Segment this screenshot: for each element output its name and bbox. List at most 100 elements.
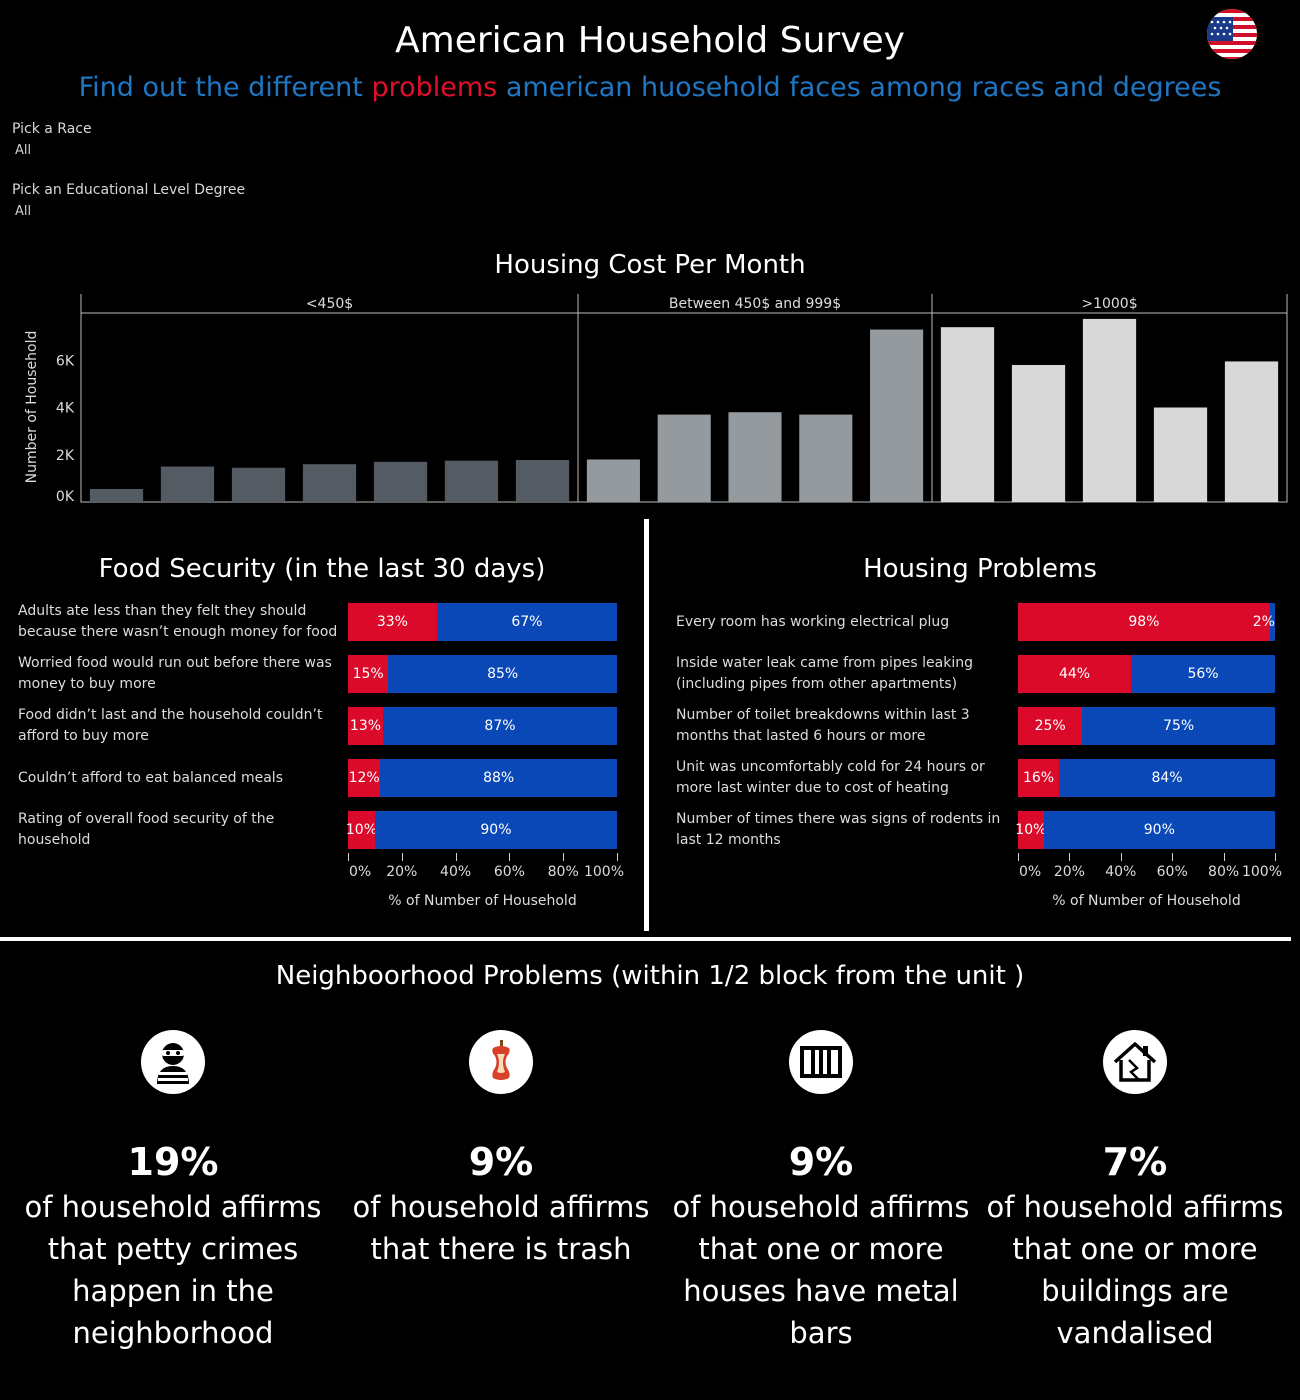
no-segment: 2% — [1253, 603, 1275, 641]
no-segment: 67% — [436, 603, 617, 641]
apple-core-trash-icon — [469, 1030, 533, 1094]
food-security-row-label: Adults ate less than they felt they shou… — [18, 603, 338, 640]
housing-problems-stacked-bar: 44% 56% — [1018, 655, 1275, 693]
food-security-stacked-bar: 13% 87% — [348, 707, 617, 745]
housing-problems-row-label: Unit was uncomfortably cold for 24 hours… — [676, 759, 985, 796]
yes-segment: 44% — [1018, 655, 1132, 693]
food-security-x-tick-mark — [401, 853, 403, 861]
housing-problems-x-tick-label: 20% — [1053, 864, 1085, 880]
food-security-row-label: Rating of overall food security of the h… — [18, 811, 275, 848]
page-subtitle: Find out the different problems american… — [0, 72, 1300, 103]
burglar-icon — [141, 1030, 205, 1094]
bar — [1011, 364, 1066, 502]
housing-problems-row-label: Number of times there was signs of roden… — [676, 811, 1001, 848]
yes-segment: 15% — [348, 655, 389, 693]
no-segment: 84% — [1059, 759, 1275, 797]
bar — [89, 489, 144, 502]
housing-problems-x-tick-mark — [1275, 853, 1276, 861]
bars-description: of household affirms that one or more ho… — [672, 1190, 970, 1350]
bar — [160, 466, 215, 502]
y-tick-label: 4K — [56, 401, 75, 417]
bar — [728, 412, 782, 502]
food-security-x-tick-label: 80% — [547, 864, 579, 880]
trash-percentage: 9% — [468, 1140, 534, 1184]
housing-cost-title: Housing Cost Per Month — [494, 250, 806, 280]
food-security-stacked-bar: 15% 85% — [348, 655, 617, 693]
food-security-x-tick-mark — [563, 853, 565, 861]
housing-problems-x-tick-mark — [1069, 853, 1071, 861]
panel-header-label: <450$ — [306, 296, 353, 312]
food-security-x-tick-label: 100% — [583, 864, 625, 880]
bar — [1153, 407, 1208, 502]
crime-percentage: 19% — [127, 1140, 219, 1184]
housing-problems-stacked-bar: 98%2% — [1018, 603, 1275, 641]
housing-problems-x-tick-label: 80% — [1208, 864, 1240, 880]
subtitle-part1: Find out the different — [78, 72, 372, 103]
housing-problems-x-tick-mark — [1172, 853, 1174, 861]
panel-header-label: Between 450$ and 999$ — [669, 296, 841, 312]
section-divider-horizontal — [0, 937, 1291, 941]
housing-problems-x-tick-mark — [1120, 853, 1122, 861]
vandalised-house-icon — [1103, 1030, 1167, 1094]
no-segment: 90% — [1043, 811, 1275, 849]
housing-problems-title: Housing Problems — [863, 554, 1097, 584]
no-segment: 87% — [382, 707, 617, 745]
food-security-x-tick-mark — [455, 853, 457, 861]
yes-segment: 33% — [348, 603, 437, 641]
yes-segment: 10% — [346, 811, 377, 849]
race-filter-dropdown[interactable]: All — [15, 143, 32, 158]
neighborhood-title: Neighboorhood Problems (within 1/2 block… — [275, 961, 1025, 991]
food-security-stacked-bar: 12% 88% — [348, 759, 617, 797]
food-security-x-tick-label: 40% — [440, 864, 472, 880]
housing-problems-row-label: Number of toilet breakdowns within last … — [676, 707, 970, 744]
food-security-x-axis-title: % of Number of Household — [388, 893, 577, 909]
neighborhood-item-trash: 9% of household affirms that there is tr… — [346, 1030, 656, 1270]
housing-problems-x-tick-label: 100% — [1241, 864, 1283, 880]
neighborhood-item-vandalism: 7% of household affirms that one or more… — [980, 1030, 1290, 1354]
bar — [799, 414, 853, 502]
bar — [1224, 361, 1279, 502]
yes-segment: 12% — [348, 759, 381, 797]
race-filter-label: Pick a Race — [12, 121, 92, 137]
housing-problems-stacked-bar: 25% 75% — [1018, 707, 1275, 745]
bar — [870, 329, 924, 502]
food-security-stacked-bar: 10% 90% — [346, 811, 617, 849]
no-segment: 85% — [388, 655, 617, 693]
page-title: American Household Survey — [395, 20, 905, 61]
no-segment: 88% — [380, 759, 617, 797]
yes-segment: 10% — [1015, 811, 1046, 849]
neighborhood-item-bars: 9% of household affirms that one or more… — [666, 1030, 976, 1354]
housing-problems-x-tick-label: 60% — [1156, 864, 1188, 880]
section-divider-vertical — [644, 519, 649, 931]
bar — [515, 459, 570, 502]
yes-segment: 16% — [1018, 759, 1060, 797]
metal-bars-icon — [789, 1030, 853, 1094]
crime-description: of household affirms that petty crimes h… — [24, 1190, 322, 1350]
bars-percentage: 9% — [788, 1140, 854, 1184]
housing-problems-stacked-bar: 16% 84% — [1018, 759, 1275, 797]
no-segment: 56% — [1131, 655, 1275, 693]
food-security-x-tick-label: 0% — [349, 864, 372, 880]
no-segment: 75% — [1082, 707, 1275, 745]
food-security-row-label: Worried food would run out before there … — [18, 655, 332, 692]
panel-header-label: >1000$ — [1081, 296, 1137, 312]
food-security-title: Food Security (in the last 30 days) — [98, 554, 546, 584]
bar — [373, 461, 428, 502]
food-security-x-tick-label: 60% — [493, 864, 525, 880]
y-axis-title: Number of Household — [24, 331, 40, 484]
food-security-row-label: Couldn’t afford to eat balanced meals — [18, 769, 283, 786]
subtitle-highlight: problems — [371, 72, 498, 103]
food-security-row-label: Food didn’t last and the household could… — [18, 707, 323, 744]
us-flag-icon — [1207, 9, 1257, 59]
food-security-x-tick-label: 20% — [386, 864, 418, 880]
yes-segment: 13% — [348, 707, 383, 745]
bar — [444, 460, 499, 502]
bar — [302, 464, 357, 502]
food-security-x-tick-mark — [509, 853, 511, 861]
degree-filter-dropdown[interactable]: All — [15, 204, 32, 219]
housing-problems-x-tick-label: 0% — [1019, 864, 1042, 880]
trash-description: of household affirms that there is trash — [352, 1190, 650, 1266]
housing-problems-stacked-bar: 10% 90% — [1015, 811, 1275, 849]
housing-problems-x-axis-title: % of Number of Household — [1052, 893, 1241, 909]
housing-problems-row-label: Every room has working electrical plug — [676, 613, 950, 630]
